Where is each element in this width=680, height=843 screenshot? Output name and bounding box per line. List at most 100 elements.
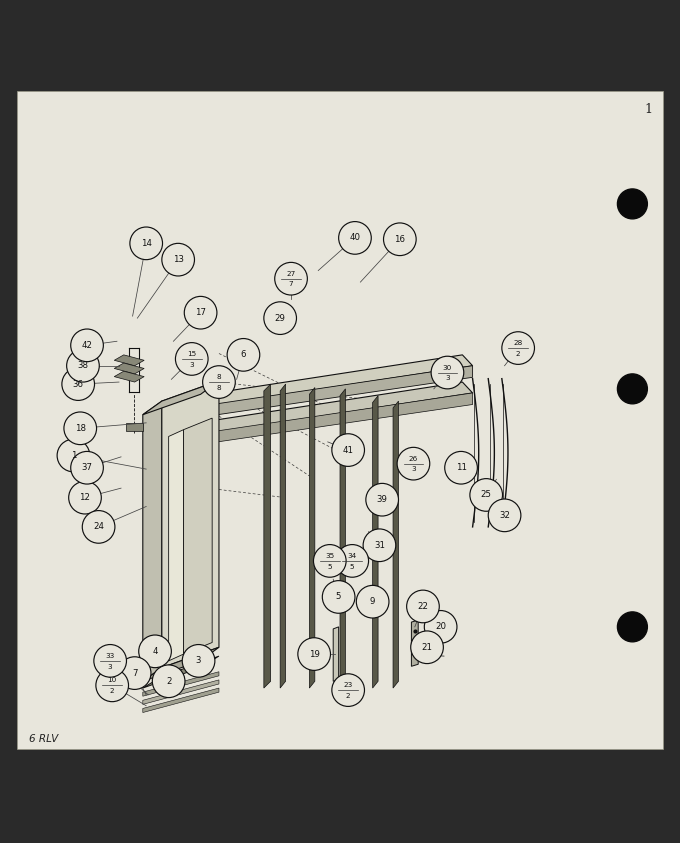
Text: 10: 10: [107, 678, 117, 684]
Text: 3: 3: [411, 466, 415, 472]
Text: 17: 17: [195, 309, 206, 317]
Text: 2: 2: [516, 351, 520, 357]
Text: 18: 18: [75, 424, 86, 432]
Circle shape: [69, 481, 101, 514]
Circle shape: [264, 302, 296, 335]
Polygon shape: [162, 366, 473, 423]
Text: 6: 6: [241, 351, 246, 359]
Polygon shape: [340, 389, 345, 688]
Circle shape: [431, 357, 464, 389]
Polygon shape: [114, 371, 144, 382]
Polygon shape: [162, 382, 473, 439]
Text: 36: 36: [73, 379, 84, 389]
Circle shape: [339, 222, 371, 255]
Text: 13: 13: [173, 255, 184, 264]
Polygon shape: [264, 384, 271, 688]
Text: 39: 39: [377, 495, 388, 504]
Circle shape: [182, 645, 215, 677]
Circle shape: [384, 223, 416, 255]
Text: 3: 3: [190, 362, 194, 368]
Text: 37: 37: [82, 464, 92, 472]
Circle shape: [445, 451, 477, 484]
Text: 3: 3: [445, 375, 449, 381]
Text: 29: 29: [275, 314, 286, 323]
Circle shape: [336, 545, 369, 577]
Polygon shape: [143, 680, 219, 705]
Polygon shape: [393, 401, 398, 688]
Text: 24: 24: [93, 523, 104, 531]
Circle shape: [397, 448, 430, 480]
Polygon shape: [333, 627, 339, 681]
Text: 34: 34: [347, 553, 357, 559]
Circle shape: [332, 674, 364, 706]
Text: 8: 8: [217, 384, 221, 391]
Text: 1: 1: [71, 451, 76, 460]
Polygon shape: [143, 401, 162, 681]
Circle shape: [139, 635, 171, 668]
Circle shape: [62, 368, 95, 400]
Text: 19: 19: [309, 650, 320, 658]
Text: 28: 28: [513, 341, 523, 346]
Polygon shape: [184, 418, 212, 654]
Circle shape: [227, 339, 260, 371]
Circle shape: [617, 189, 647, 219]
Circle shape: [424, 610, 457, 643]
Text: 33: 33: [105, 653, 115, 659]
Polygon shape: [169, 430, 184, 661]
Polygon shape: [143, 672, 219, 696]
Circle shape: [470, 479, 503, 511]
Circle shape: [67, 349, 99, 382]
Text: 20: 20: [435, 622, 446, 631]
Text: 25: 25: [481, 491, 492, 499]
Text: 7: 7: [289, 282, 293, 287]
Circle shape: [118, 657, 151, 690]
FancyBboxPatch shape: [17, 91, 663, 749]
Circle shape: [82, 511, 115, 543]
Polygon shape: [411, 620, 418, 666]
Text: 41: 41: [343, 446, 354, 454]
Circle shape: [411, 631, 443, 663]
Circle shape: [71, 451, 103, 484]
Circle shape: [152, 665, 185, 697]
Text: 4: 4: [152, 647, 158, 656]
Circle shape: [175, 342, 208, 375]
Polygon shape: [280, 384, 286, 688]
Circle shape: [275, 262, 307, 295]
Text: 40: 40: [350, 234, 360, 243]
Circle shape: [162, 244, 194, 276]
Text: 30: 30: [443, 365, 452, 371]
Text: 31: 31: [374, 540, 385, 550]
Circle shape: [130, 227, 163, 260]
Polygon shape: [143, 656, 219, 688]
Text: 8: 8: [217, 374, 221, 380]
Text: 32: 32: [499, 511, 510, 520]
Text: 22: 22: [418, 602, 428, 611]
Polygon shape: [114, 363, 144, 374]
Circle shape: [617, 612, 647, 642]
Text: 2: 2: [110, 688, 114, 694]
Circle shape: [96, 669, 129, 701]
Text: 5: 5: [350, 564, 354, 570]
Polygon shape: [309, 388, 315, 688]
Circle shape: [363, 529, 396, 561]
Circle shape: [94, 645, 126, 677]
Text: 1: 1: [645, 103, 653, 116]
Text: 2: 2: [346, 693, 350, 699]
Text: 14: 14: [141, 239, 152, 248]
Polygon shape: [162, 355, 473, 412]
Text: 23: 23: [343, 682, 353, 688]
Circle shape: [64, 412, 97, 444]
Polygon shape: [373, 395, 378, 688]
Text: 3: 3: [108, 663, 112, 669]
Text: 21: 21: [422, 642, 432, 652]
Text: 5: 5: [336, 593, 341, 601]
Text: 26: 26: [409, 456, 418, 462]
Circle shape: [71, 329, 103, 362]
Circle shape: [502, 332, 534, 364]
Polygon shape: [162, 381, 219, 668]
Circle shape: [313, 545, 346, 577]
Text: 6 RLV: 6 RLV: [29, 733, 58, 744]
Circle shape: [356, 585, 389, 618]
Circle shape: [57, 439, 90, 472]
Circle shape: [332, 434, 364, 466]
